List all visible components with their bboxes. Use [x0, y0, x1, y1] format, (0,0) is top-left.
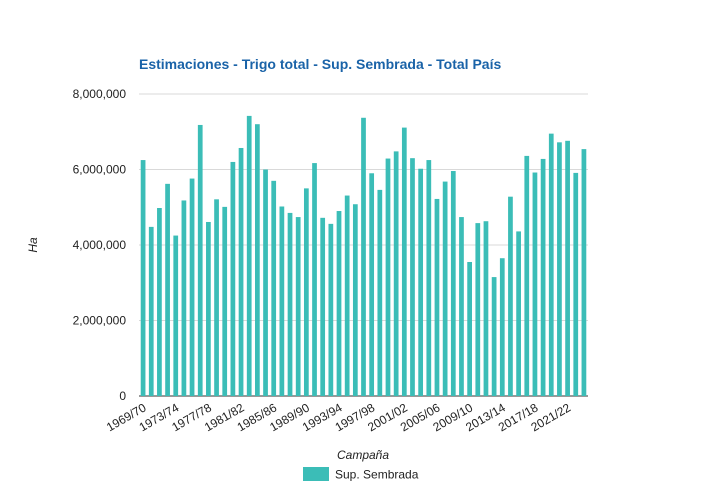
bar[interactable]: 1992/93: [328, 223, 334, 396]
bar[interactable]: 1981/82: [238, 147, 244, 396]
bar[interactable]: 1969/70: [140, 160, 146, 396]
bar[interactable]: 2018/19: [540, 158, 546, 396]
bar[interactable]: 1982/83: [246, 115, 252, 397]
y-tick-label: 4,000,000: [73, 238, 127, 252]
bar[interactable]: 2000/01: [393, 151, 399, 396]
bar[interactable]: 1973/74: [173, 235, 179, 396]
bar[interactable]: 1990/91: [312, 163, 317, 396]
bar[interactable]: 2003/04: [418, 168, 424, 396]
y-tick-label: 0: [119, 389, 126, 403]
bar[interactable]: 2022/23: [573, 172, 579, 396]
bars: 1969/701970/711971/721972/731973/741974/…: [140, 115, 587, 397]
bar[interactable]: 2013/14: [499, 258, 505, 396]
legend-label: Sup. Sembrada: [335, 468, 419, 482]
legend-swatch: [303, 467, 329, 481]
bar[interactable]: 1976/77: [197, 124, 203, 396]
bar[interactable]: 2020/21: [557, 142, 562, 396]
bar[interactable]: 1993/94: [336, 211, 342, 396]
y-tick-label: 2,000,000: [73, 314, 127, 328]
bar[interactable]: 2002/03: [410, 158, 415, 396]
bar[interactable]: 2010/11: [475, 223, 481, 396]
bar[interactable]: 1970/71: [148, 226, 154, 396]
bar[interactable]: 2009/10: [467, 261, 472, 396]
bar[interactable]: 1974/75: [181, 200, 187, 396]
bar[interactable]: 1997/98: [369, 173, 375, 396]
bar[interactable]: 2014/15: [508, 196, 513, 396]
bar[interactable]: 2015/16: [516, 231, 521, 396]
bar[interactable]: 2019/20: [548, 133, 554, 396]
bar[interactable]: 1979/80: [222, 206, 228, 396]
bar[interactable]: 2021/22: [565, 140, 570, 396]
bar[interactable]: 1978/79: [214, 199, 219, 396]
bar[interactable]: 1994/95: [344, 195, 350, 396]
bar[interactable]: 1972/73: [165, 183, 170, 396]
bar[interactable]: 2006/07: [442, 181, 448, 396]
y-axis-ticks: 0 2,000,000 4,000,000 6,000,000 8,000,000: [73, 87, 127, 403]
y-tick-label: 8,000,000: [73, 87, 127, 101]
bar[interactable]: 2001/02: [401, 127, 407, 396]
bar[interactable]: 1985/86: [271, 180, 277, 396]
bar[interactable]: 2012/13: [491, 277, 497, 396]
bar[interactable]: 1975/76: [189, 178, 195, 396]
bar[interactable]: 1984/85: [263, 169, 268, 397]
y-axis-label: Ha: [26, 237, 40, 253]
bar[interactable]: 2016/17: [524, 155, 530, 396]
bar[interactable]: 2023/24: [581, 149, 587, 396]
bar[interactable]: 2011/12: [483, 221, 489, 396]
bar[interactable]: 2004/05: [426, 160, 432, 396]
bar[interactable]: 2005/06: [434, 198, 440, 396]
chart-title: Estimaciones - Trigo total - Sup. Sembra…: [139, 56, 501, 72]
bar[interactable]: 1989/90: [303, 188, 309, 396]
bar[interactable]: 1995/96: [352, 204, 358, 396]
y-tick-label: 6,000,000: [73, 163, 127, 177]
bar[interactable]: 2007/08: [450, 171, 456, 396]
bar[interactable]: 1991/92: [320, 217, 326, 396]
x-axis-ticks: 1969/701973/741977/781981/821985/861989/…: [104, 400, 573, 434]
bar[interactable]: 2017/18: [532, 172, 538, 396]
bar[interactable]: 1996/97: [361, 117, 366, 396]
bar[interactable]: 1987/88: [287, 212, 293, 396]
bar[interactable]: 1999/00: [385, 158, 391, 396]
bar[interactable]: 1986/87: [279, 206, 285, 396]
bar[interactable]: 1977/78: [206, 221, 211, 396]
bar[interactable]: 2008/09: [459, 217, 464, 396]
bar[interactable]: 1983/84: [255, 124, 260, 396]
bar[interactable]: 1980/81: [230, 161, 236, 396]
bar[interactable]: 1988/89: [295, 217, 301, 396]
x-axis-label: Campaña: [337, 448, 389, 462]
bar[interactable]: 1998/99: [377, 189, 383, 396]
bar[interactable]: 1971/72: [157, 208, 162, 396]
legend[interactable]: Sup. Sembrada: [303, 467, 419, 482]
